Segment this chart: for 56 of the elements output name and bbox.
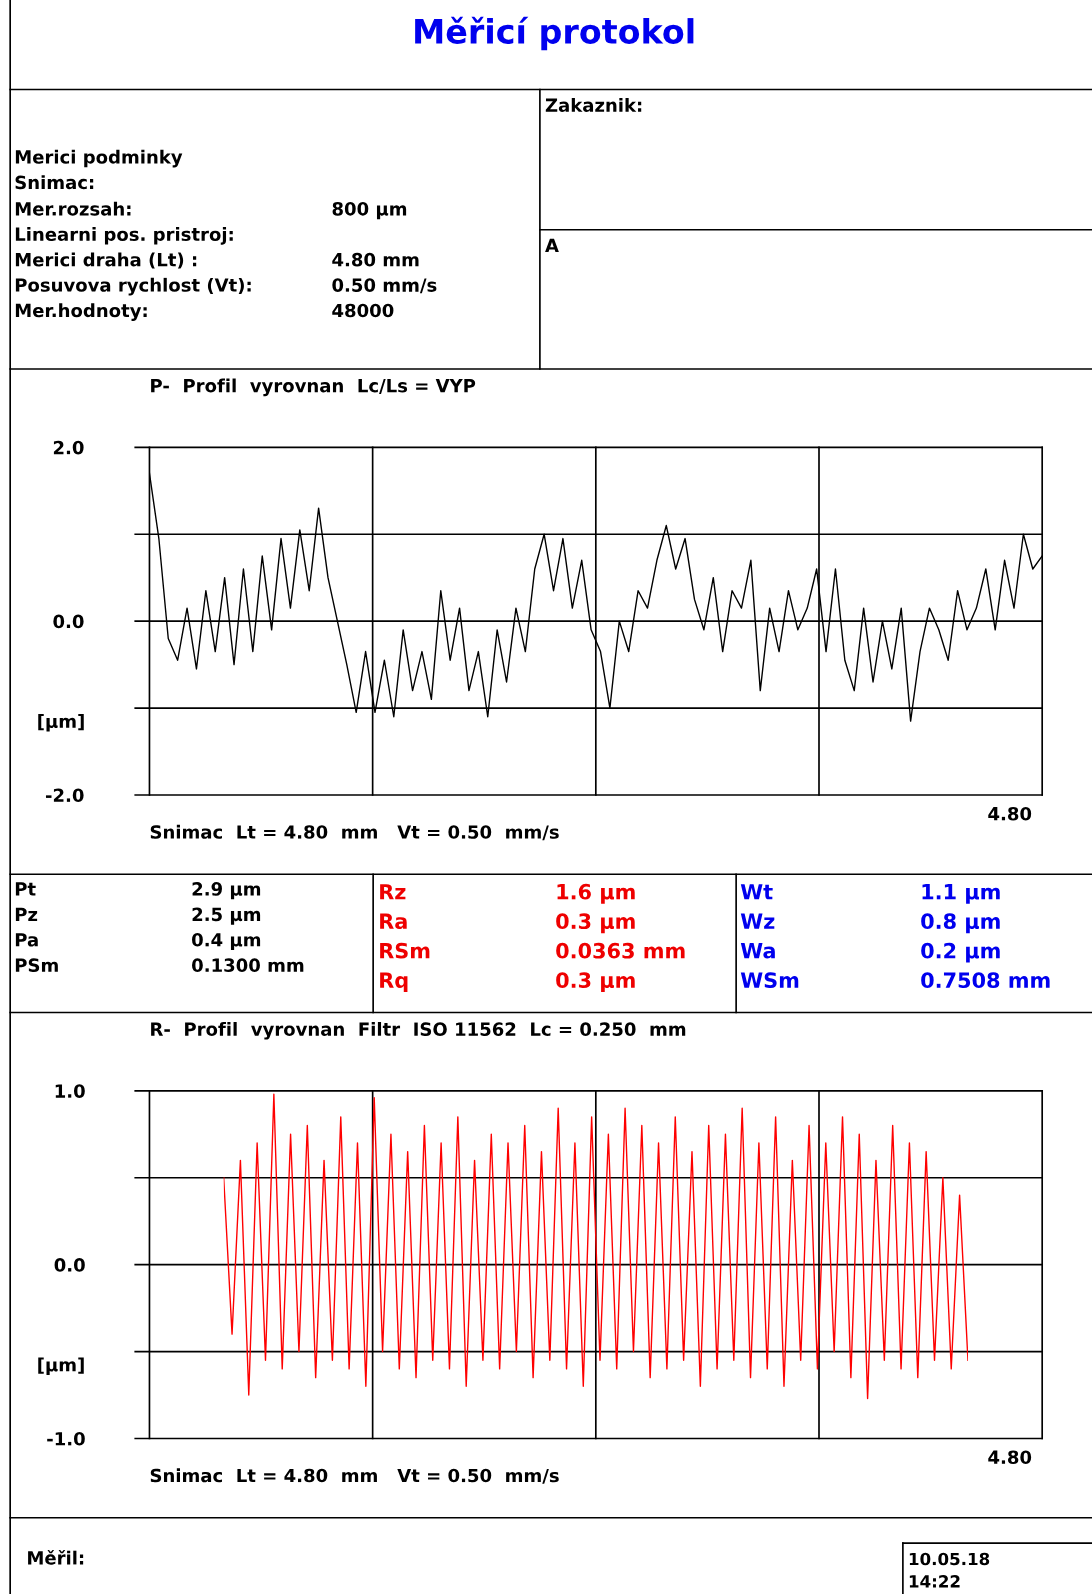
text: WSm bbox=[740, 972, 799, 989]
y-axis-title: [µm] bbox=[38, 1357, 84, 1376]
y-tick-label: 0.0 bbox=[54, 1258, 85, 1272]
text: RSm bbox=[380, 942, 430, 959]
text: 4.80 mm bbox=[332, 252, 419, 267]
chart-title: P- Profil vyrovnan Lc/Ls = VYP bbox=[151, 378, 476, 397]
y-tick-label: 2.0 bbox=[53, 440, 84, 455]
text: 1.6 µm bbox=[557, 883, 635, 904]
text: Pz bbox=[15, 907, 38, 921]
text: 0.7508 mm bbox=[921, 972, 1050, 989]
text: Snimac: bbox=[15, 175, 94, 190]
text: 1.1 µm bbox=[922, 884, 1000, 904]
text: Wt bbox=[740, 884, 773, 900]
text: Wa bbox=[740, 943, 775, 959]
text: Linearni pos. pristroj: bbox=[15, 227, 233, 245]
text: 48000 bbox=[332, 303, 394, 318]
text: Merici podminky bbox=[15, 149, 183, 168]
y-tick-label: 1.0 bbox=[55, 1084, 85, 1098]
text: Rq bbox=[380, 972, 408, 993]
text: Zakaznik: bbox=[545, 98, 642, 112]
text: Wz bbox=[740, 913, 775, 929]
x-axis-title: Snimac Lt = 4.80 mm Vt = 0.50 mm/s bbox=[150, 1468, 559, 1484]
text: 2.9 µm bbox=[192, 882, 261, 900]
x-axis-title: Snimac Lt = 4.80 mm Vt = 0.50 mm/s bbox=[150, 824, 559, 841]
text: Mer.rozsah: bbox=[15, 201, 131, 216]
y-tick-label: 0.0 bbox=[53, 614, 84, 629]
text: 0.3 µm bbox=[556, 972, 635, 993]
text: Mer.hodnoty: bbox=[15, 303, 147, 321]
text: Posuvova rychlost (Vt): bbox=[15, 277, 251, 296]
text: 0.4 µm bbox=[192, 932, 261, 951]
text: Ra bbox=[380, 913, 407, 930]
text: Rz bbox=[380, 884, 406, 900]
text: 10.05.18 bbox=[909, 1552, 990, 1566]
text: 14:22 bbox=[909, 1575, 960, 1588]
y-tick-label: -2.0 bbox=[45, 788, 84, 803]
text: 0.3 µm bbox=[556, 913, 635, 934]
text: 0.2 µm bbox=[921, 942, 1000, 963]
text: 0.1300 mm bbox=[192, 958, 304, 973]
text: PSm bbox=[15, 958, 58, 973]
chart-title: R- Profil vyrovnan Filtr ISO 11562 Lc = 0.250 mm bbox=[151, 1022, 686, 1040]
text: 0.50 mm/s bbox=[332, 278, 437, 294]
text: Měřicí protokol bbox=[415, 16, 694, 51]
text: Pa bbox=[15, 933, 38, 947]
text: 800 µm bbox=[332, 201, 407, 220]
y-tick-label: -1.0 bbox=[47, 1431, 85, 1446]
y-axis-title: [µm] bbox=[38, 714, 84, 732]
text: A bbox=[545, 238, 559, 253]
text: Měřil: bbox=[28, 1549, 84, 1565]
text: 4.80 bbox=[988, 806, 1032, 821]
line-series bbox=[223, 1093, 968, 1400]
text: 0.0363 mm bbox=[556, 942, 685, 959]
text: Pt bbox=[15, 882, 36, 896]
text: 4.80 bbox=[988, 1450, 1032, 1465]
text: 2.5 µm bbox=[192, 907, 261, 925]
text: Merici draha (Lt) : bbox=[15, 252, 197, 269]
text: 0.8 µm bbox=[921, 913, 1000, 934]
